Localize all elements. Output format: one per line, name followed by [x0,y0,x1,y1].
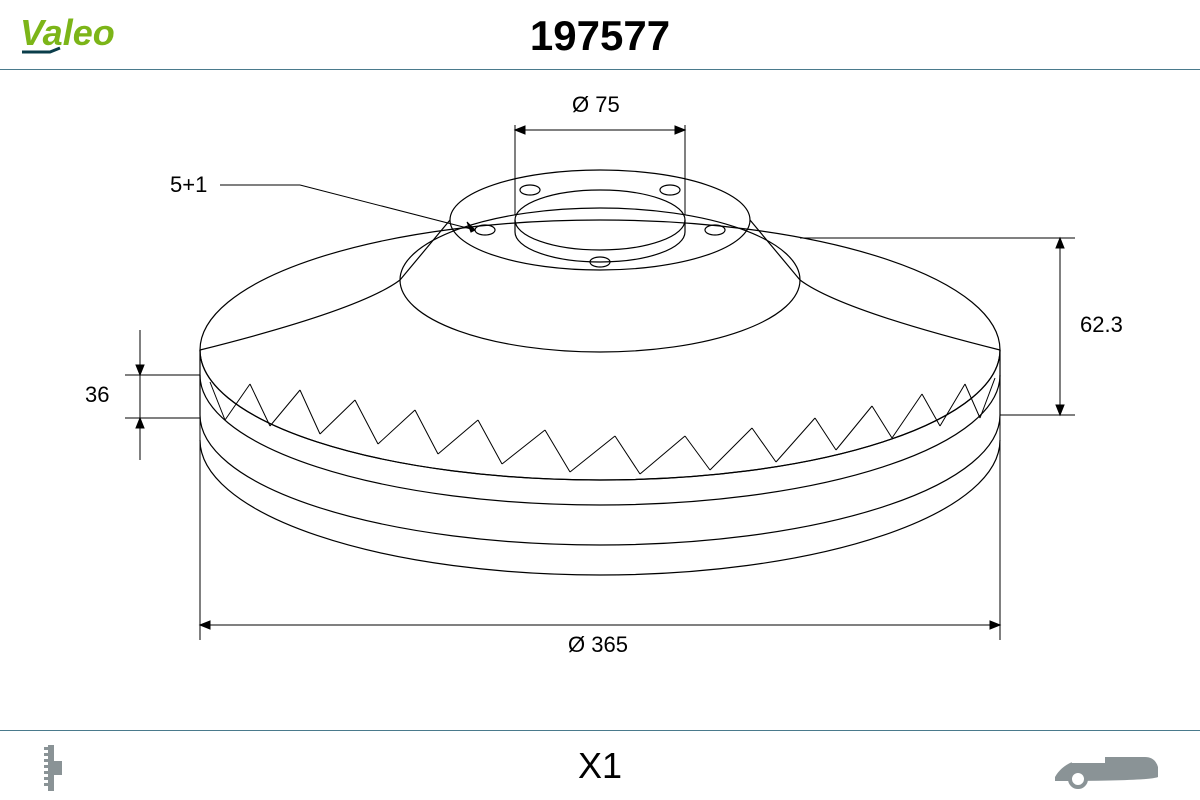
part-number: 197577 [530,12,670,60]
svg-text:Valeo: Valeo [20,12,115,53]
quantity-label: X1 [578,745,622,787]
car-front-icon [1050,749,1160,789]
dim-thickness: 36 [85,382,109,408]
header: Valeo 197577 [0,0,1200,70]
technical-drawing: Ø 75 5+1 36 62.3 Ø 365 [0,70,1200,730]
dim-bolt-holes: 5+1 [170,172,207,198]
disc-profile-icon [40,743,70,793]
dim-outer-diameter: Ø 365 [568,632,628,658]
footer: X1 [0,730,1200,800]
dim-height: 62.3 [1080,312,1123,338]
dim-center-bore: Ø 75 [572,92,620,118]
brand-logo: Valeo [20,10,170,60]
